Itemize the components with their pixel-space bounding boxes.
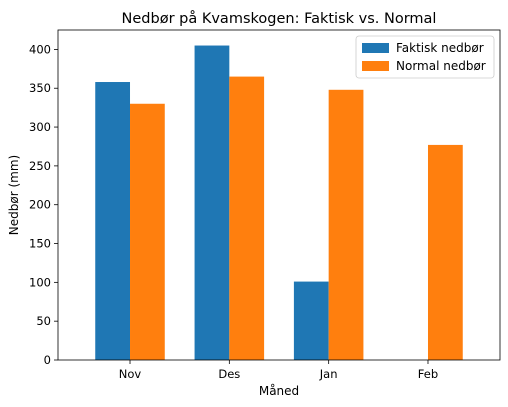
y-tick-label: 50 — [36, 314, 51, 328]
y-axis: 0 50 100 150 200 250 300 350 400 — [29, 42, 58, 367]
bar-faktisk-nedbør-jan — [293, 281, 329, 360]
y-tick-label: 250 — [29, 159, 51, 173]
x-tick-label: Feb — [418, 367, 438, 381]
y-axis-label: Nedbør (mm) — [7, 155, 21, 235]
x-tick-label: Des — [218, 367, 240, 381]
y-tick-label: 350 — [29, 81, 51, 95]
bar-normal-nedbør-jan — [328, 89, 364, 360]
legend-label: Faktisk nedbør — [396, 41, 484, 55]
legend-box — [355, 35, 495, 79]
bar-faktisk-nedbør-nov — [95, 82, 131, 361]
y-tick-label: 100 — [29, 275, 51, 289]
x-axis-label: Måned — [259, 384, 299, 398]
plot-area — [95, 45, 463, 361]
bar-faktisk-nedbør-des — [194, 45, 230, 360]
x-tick-label: Nov — [119, 367, 142, 381]
bar-normal-nedbør-des — [229, 76, 265, 360]
x-tick-label: Jan — [319, 367, 338, 381]
plot-frame — [57, 29, 501, 361]
legend-swatch — [362, 43, 389, 53]
legend-label: Normal nedbør — [396, 59, 486, 73]
legend-swatch — [362, 61, 389, 71]
bar-normal-nedbør-nov — [130, 103, 165, 360]
y-tick-label: 0 — [44, 353, 51, 367]
legend: Faktisk nedbør Normal nedbør — [355, 35, 495, 79]
chart-title: Nedbør på Kvamskogen: Faktisk vs. Normal — [122, 10, 437, 27]
y-tick-label: 150 — [29, 237, 51, 251]
y-tick-label: 200 — [29, 198, 51, 212]
y-tick-label: 300 — [29, 120, 51, 134]
x-axis: Nov Des Jan Feb — [119, 360, 438, 381]
bar-normal-nedbør-feb — [427, 144, 463, 360]
y-tick-label: 400 — [29, 42, 51, 56]
